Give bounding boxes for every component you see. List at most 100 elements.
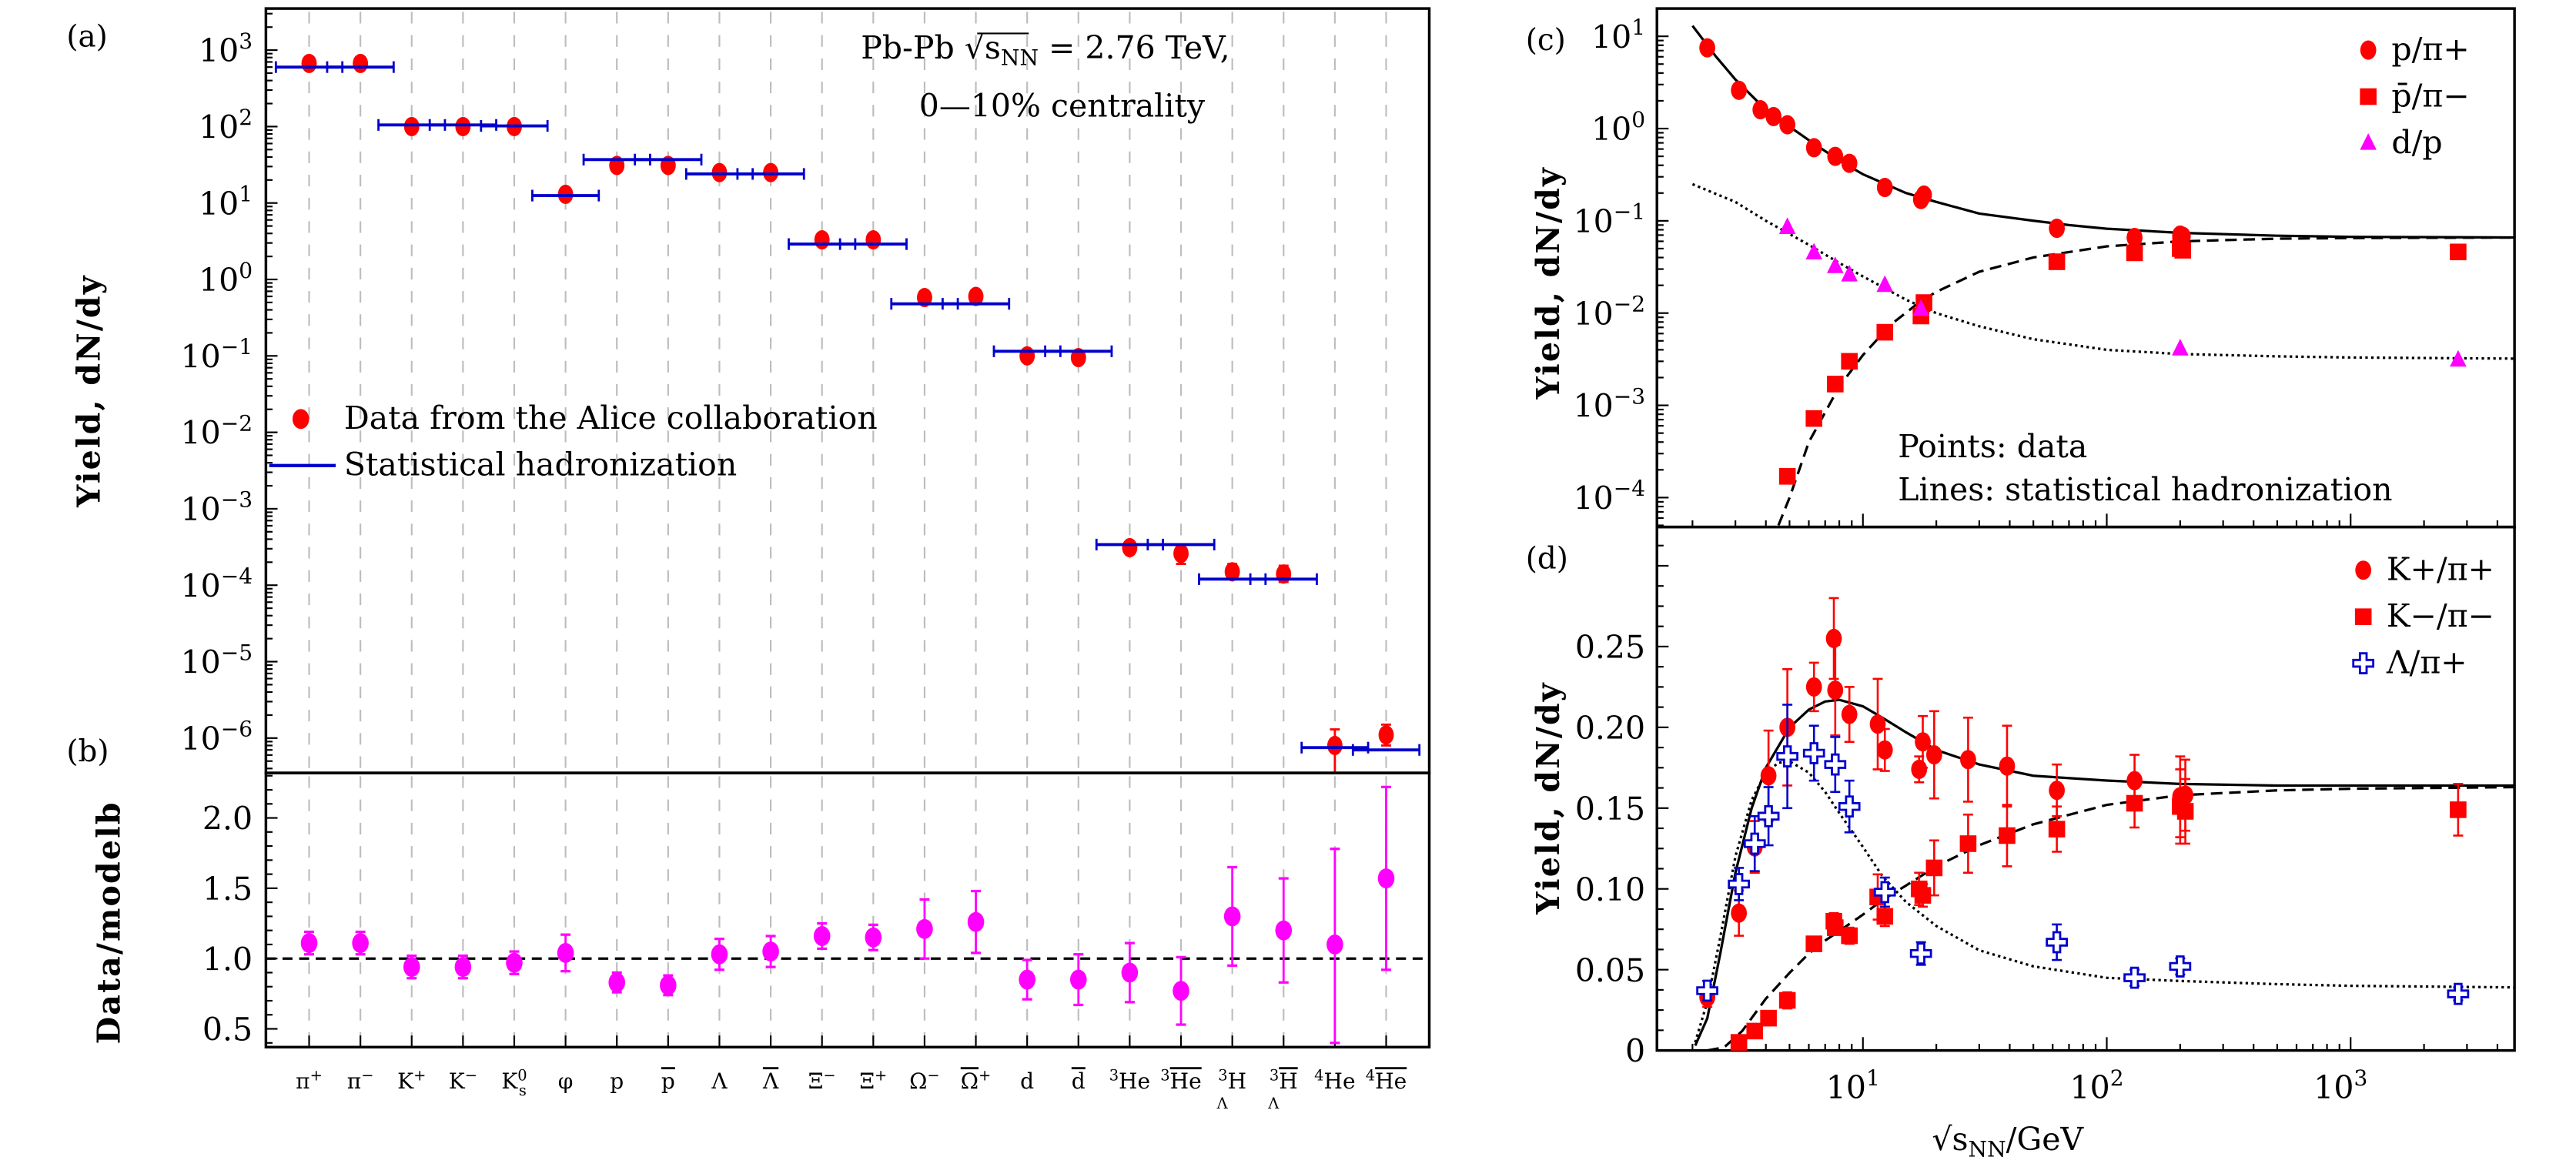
x-tick-label: 102: [2070, 1065, 2124, 1106]
y-tick-label: 0: [1625, 1033, 1645, 1070]
data-point: [1827, 919, 1844, 936]
data-point: [2126, 794, 2143, 812]
ratio-point: [762, 941, 779, 962]
y-tick-label: 10−1: [1574, 199, 1646, 240]
data-point: [1743, 832, 1766, 855]
panel-label-d: (d): [1526, 542, 1568, 577]
data-point: [353, 53, 369, 73]
x-tick-label: K0 s: [501, 1066, 527, 1098]
y-tick-label: 10−6: [181, 717, 253, 757]
panel-d-axes: 0 0.05 0.10 0.15 0.20 0.25 101 102 103: [1575, 544, 2499, 1106]
panel-label-a: (a): [66, 20, 107, 55]
ratio-point: [1223, 906, 1241, 927]
panel-b-x-axis: π+ π− K+ K− K0 s φ p p Λ Λ Ξ− Ξ+ Ω− Ω+ d d 3He 3He 3HΛ3HΛ4H…: [296, 1035, 1407, 1112]
panel-a-grid: [308, 12, 1387, 770]
data-point: [1224, 562, 1240, 582]
ratio-point: [403, 957, 420, 978]
panel-b-marks: [300, 785, 1395, 1045]
panel-c-axes: 101 100 10−1 10−2 10−3 10−4: [1574, 8, 2499, 527]
y-tick-label: 101: [199, 182, 253, 222]
data-point: [1070, 348, 1086, 368]
data-point: [1841, 153, 1858, 173]
panel-a-marks: [274, 53, 1421, 774]
data-point: [2176, 803, 2194, 820]
legend-entry: Λ/π+: [2386, 644, 2467, 681]
data-point: [2172, 339, 2189, 356]
data-point: [1802, 742, 1825, 764]
ratio-point: [865, 927, 882, 948]
data-point: [1841, 353, 1858, 370]
data-point: [1326, 735, 1343, 755]
data-point: [2123, 966, 2146, 989]
data-point: [1876, 177, 1893, 198]
ratio-point: [1173, 981, 1189, 1001]
data-point: [1959, 835, 1977, 852]
y-tick-label: 0.15: [1575, 791, 1645, 828]
data-point: [1730, 1034, 1748, 1051]
panel-b-y-axis: 0.5 1.0 1.5 2.0: [202, 774, 1430, 1048]
panel-d-legend: K+/π+ K−/π− Λ/π+: [2352, 551, 2494, 681]
data-point: [1909, 942, 1932, 965]
data-point: [1915, 185, 1932, 205]
y-tick-label: 10−1: [181, 334, 253, 375]
data-point: [1779, 115, 1796, 135]
data-point: [403, 116, 420, 136]
y-tick-label: 10−2: [181, 410, 253, 451]
panel-b-ratio-chart: 0.51.01.52.0 π+ π− K+ K− K0 s φ p p Λ Λ Ξ− Ξ+ Ω− Ω+ d d 3…: [66, 734, 1431, 1112]
data-point: [1841, 927, 1858, 945]
legend-entry: d/p: [2391, 124, 2442, 161]
data-point: [1841, 265, 1858, 282]
data-point: [1912, 299, 1929, 316]
ratio-point: [1121, 962, 1139, 983]
panel-label-c: (c): [1526, 23, 1566, 58]
ratio-point: [557, 942, 574, 963]
y-tick-label: 0.05: [1575, 952, 1645, 989]
data-point: [1914, 887, 1932, 904]
x-tick-label: π−: [347, 1066, 374, 1094]
x-tick-label: 3He: [1160, 1066, 1201, 1094]
ratio-point: [352, 933, 369, 954]
data-point: [1805, 138, 1822, 158]
ratio-point: [1275, 920, 1293, 941]
panel-c-annotation-points: Points: data: [1898, 428, 2087, 465]
data-point: [1805, 410, 1823, 427]
data-point: [1824, 753, 1847, 776]
data-point: [2169, 955, 2192, 978]
x-tick-label: φ: [558, 1068, 574, 1094]
x-tick-label: π+: [296, 1066, 323, 1094]
x-tick-label: 4He: [1314, 1066, 1355, 1094]
data-point: [1776, 745, 1799, 767]
data-point: [1838, 795, 1861, 818]
y-tick-label: 10−4: [1574, 476, 1646, 517]
data-point: [1999, 827, 2016, 844]
ratio-point: [1326, 934, 1343, 955]
data-point: [1827, 680, 1844, 701]
y-tick-label: 101: [1591, 15, 1645, 55]
data-point: [2049, 781, 2065, 801]
data-point: [1876, 275, 1894, 293]
y-tick-label: 0.25: [1575, 629, 1645, 666]
ratio-point: [813, 926, 831, 946]
data-point: [1869, 714, 1886, 734]
legend-marker-circle: [2355, 560, 2372, 580]
panel-d-ratio-chart: 0 0.05 0.10 0.15 0.20 0.25 101 102 103 (d) Yield…: [1526, 525, 2516, 1162]
x-tick-label: Ω+: [961, 1066, 992, 1094]
data-point: [1999, 756, 2016, 776]
x-tick-label: d: [1072, 1068, 1086, 1094]
panel-a-annotation: Pb-Pb √sNN = 2.76 TeV, 0—10% centrality: [861, 29, 1229, 125]
data-point: [1805, 242, 1823, 260]
data-point: [1746, 1022, 1764, 1040]
data-point: [1876, 740, 1893, 760]
data-point: [1122, 537, 1138, 557]
panel-d-y-axis-label: Yield, dN/dy: [1529, 681, 1567, 915]
y-tick-label: 100: [1591, 107, 1645, 148]
x-tick-label: Ξ+: [859, 1066, 887, 1094]
data-point: [2046, 931, 2068, 954]
legend-entry: K−/π−: [2387, 597, 2494, 634]
data-point: [2126, 227, 2143, 248]
x-tick-label: d: [1020, 1068, 1034, 1094]
data-point: [1276, 564, 1292, 584]
ratio-point: [660, 975, 677, 995]
